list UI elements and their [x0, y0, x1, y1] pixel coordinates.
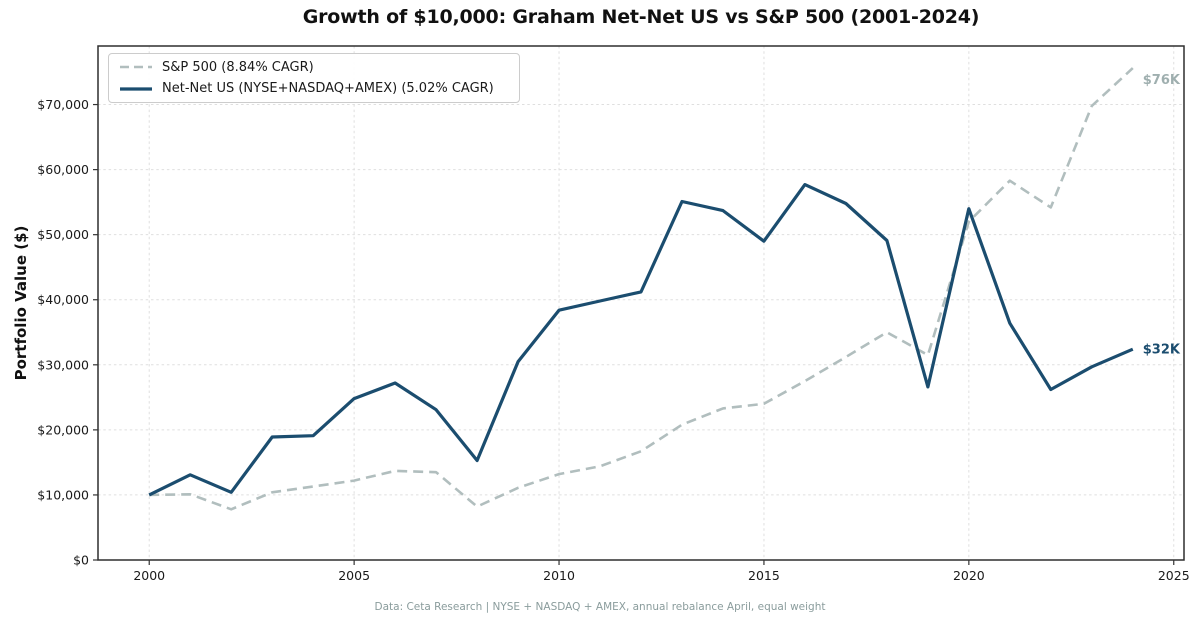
legend-item-sp500: S&P 500 (8.84% CAGR): [119, 57, 509, 78]
sp500-dashed-line-swatch: [120, 65, 152, 69]
y-tick-label: $10,000: [37, 487, 89, 502]
plot-border: [97, 45, 1185, 561]
legend: S&P 500 (8.84% CAGR) Net-Net US (NYSE+NA…: [108, 53, 520, 103]
x-tick-label: 2020: [953, 568, 985, 583]
data-source-note: Data: Ceta Research | NYSE + NASDAQ + AM…: [374, 601, 826, 613]
y-tick-label: $40,000: [37, 292, 89, 307]
netnet-solid-line-swatch: [120, 87, 152, 91]
legend-item-netnet: Net-Net US (NYSE+NASDAQ+AMEX) (5.02% CAG…: [119, 78, 509, 99]
y-tick-label: $60,000: [37, 162, 89, 177]
netnet-end-label: $32K: [1143, 343, 1181, 358]
x-tick-label: 2000: [133, 568, 165, 583]
x-tick-label: 2025: [1158, 568, 1190, 583]
x-tick-label: 2005: [338, 568, 370, 583]
y-tick-label: $0: [73, 553, 89, 568]
y-tick-label: $50,000: [37, 227, 89, 242]
x-tick-label: 2015: [748, 568, 780, 583]
sp500-end-label: $76K: [1143, 73, 1181, 88]
y-tick-label: $30,000: [37, 357, 89, 372]
sp500-line: [149, 67, 1134, 511]
y-tick-label: $20,000: [37, 422, 89, 437]
y-tick-label: $70,000: [37, 97, 89, 112]
netnet-line: [148, 183, 1134, 497]
legend-label-sp500: S&P 500 (8.84% CAGR): [162, 59, 314, 75]
chart-title: Growth of $10,000: Graham Net-Net US vs …: [302, 6, 980, 28]
x-tick-label: 2010: [543, 568, 575, 583]
legend-label-netnet: Net-Net US (NYSE+NASDAQ+AMEX) (5.02% CAG…: [162, 81, 494, 97]
